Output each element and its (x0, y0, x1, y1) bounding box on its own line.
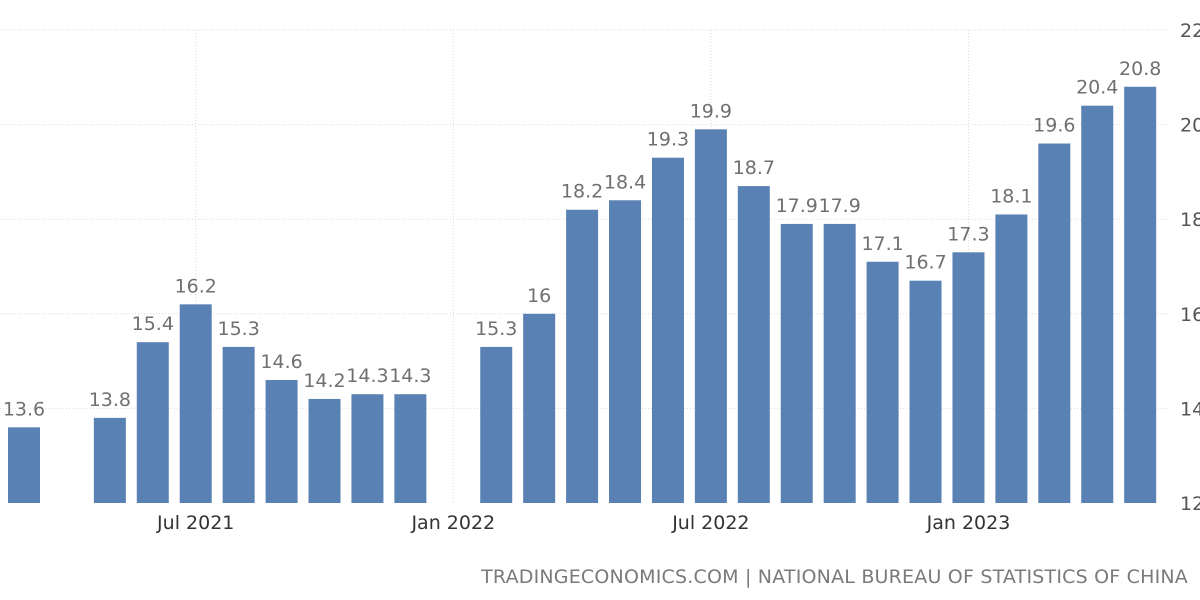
bar (136, 342, 169, 503)
bar (480, 346, 513, 503)
bar-value-label: 14.6 (260, 351, 302, 373)
y-tick-label: 12 (1180, 493, 1200, 515)
bar (609, 200, 642, 503)
bar (93, 417, 126, 503)
y-tick-label: 18 (1180, 209, 1200, 231)
bar (308, 398, 341, 503)
grid-lines (0, 29, 1168, 503)
y-tick-label: 14 (1180, 398, 1200, 420)
x-axis-ticks: Jul 2021 Jan 2022 Jul 2022 Jan 2023 (156, 512, 1010, 534)
bar-value-label: 18.7 (733, 157, 775, 179)
bar-value-label: 19.6 (1033, 115, 1075, 137)
x-tick-label: Jul 2021 (156, 512, 234, 534)
bar (737, 186, 770, 503)
bar-value-label: 16.7 (904, 252, 946, 274)
bar-value-label: 15.3 (217, 318, 259, 340)
bar-value-label: 16.2 (175, 275, 217, 297)
bar-value-label: 19.3 (647, 129, 689, 151)
bar-value-label: 18.1 (990, 185, 1032, 207)
bar-value-label: 14.3 (346, 365, 388, 387)
bar (823, 223, 856, 503)
data-labels: 13.6 13.815.416.215.314.614.2 14.3 14.315.3… (3, 58, 1161, 421)
bar-value-label: 17.9 (819, 195, 861, 217)
bar (523, 313, 556, 503)
bar (780, 223, 813, 503)
x-tick-label: Jul 2022 (671, 512, 749, 534)
y-tick-label: 22 (1180, 20, 1200, 42)
bar-value-label: 18.2 (561, 181, 603, 203)
bar (394, 394, 427, 503)
bar-value-label: 18.4 (604, 171, 646, 193)
bar (351, 394, 384, 503)
x-tick-label: Jan 2023 (926, 512, 1011, 534)
bar-value-label: 15.3 (475, 318, 517, 340)
bar (1081, 105, 1114, 504)
bar (566, 209, 599, 504)
bar-value-label: 13.8 (89, 389, 131, 411)
bar (694, 129, 727, 503)
bar (952, 252, 985, 503)
bar-value-label: 19.9 (690, 100, 732, 122)
bar (8, 427, 40, 503)
bar (222, 346, 255, 503)
bar (1124, 86, 1157, 503)
bar-value-label: 14.2 (303, 370, 345, 392)
bar-value-label: 17.3 (947, 223, 989, 245)
bar (651, 157, 684, 503)
bar (1038, 143, 1071, 503)
bar-value-label: 17.1 (861, 233, 903, 255)
bar-value-label: 17.9 (776, 195, 818, 217)
bar-value-label: 14.3 (389, 365, 431, 387)
x-tick-label: Jan 2022 (410, 512, 495, 534)
y-tick-label: 20 (1180, 115, 1200, 137)
bar (179, 304, 212, 503)
y-axis-ticks: 12 14 16 18 20 22 (1180, 20, 1200, 515)
bar-value-label: 16 (527, 285, 551, 307)
bar (995, 214, 1028, 503)
bar-value-label: 20.8 (1119, 58, 1161, 80)
source-credit: TRADINGECONOMICS.COM | NATIONAL BUREAU O… (481, 566, 1188, 588)
y-tick-label: 16 (1180, 304, 1200, 326)
bar (909, 280, 942, 503)
bar (866, 261, 899, 503)
bar-value-label: 15.4 (132, 313, 174, 335)
bar-value-label: 20.4 (1076, 77, 1118, 99)
bar-value-label: 13.6 (3, 398, 45, 420)
bars (8, 86, 1157, 504)
bar (265, 380, 298, 503)
